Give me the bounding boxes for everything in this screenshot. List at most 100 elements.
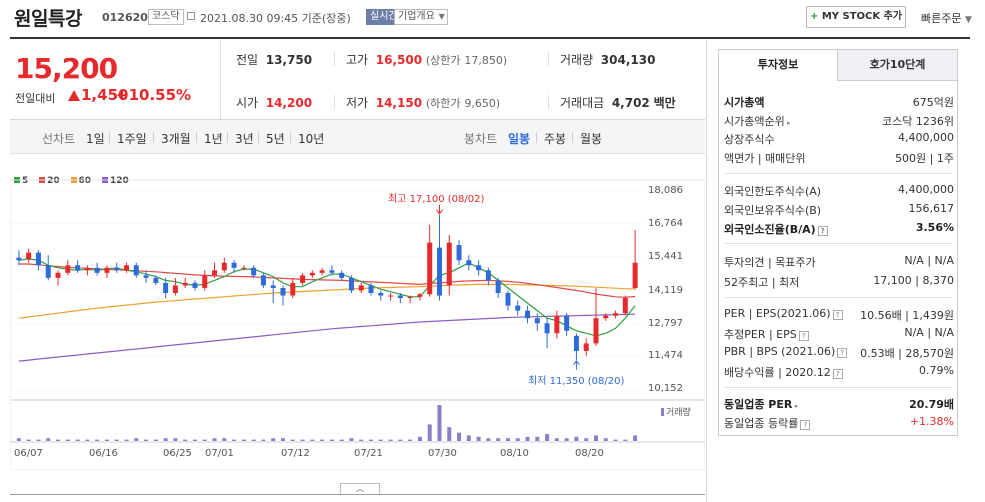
period-1y[interactable]: 1년 (204, 132, 223, 146)
candle-body (84, 267, 90, 271)
divider (548, 95, 549, 109)
candle-body (163, 282, 169, 293)
y-tick: 15,441 (648, 251, 683, 262)
volume-bar (251, 439, 256, 441)
divider (334, 95, 335, 109)
add-mystock-button[interactable]: + MY STOCK 추가 (806, 6, 906, 28)
volume-bar (85, 439, 90, 441)
period-3m[interactable]: 3개월 (161, 132, 191, 146)
stock-code: 012620 (102, 11, 148, 24)
candle-body (172, 285, 178, 293)
change-percent: +10.55% (116, 86, 192, 104)
company-info-dropdown[interactable]: 기업개요 ▼ (394, 9, 448, 25)
volume-bar (378, 439, 383, 441)
line-chart-tab[interactable]: 선차트 (42, 132, 76, 146)
help-icon[interactable]: ? (832, 310, 843, 320)
candle-body (368, 285, 374, 293)
x-tick: 07/21 (354, 448, 383, 459)
trade-amount: 거래대금 4,702 백만 (560, 96, 676, 110)
candle-body (192, 282, 198, 288)
period-3y[interactable]: 3년 (235, 132, 254, 146)
y-tick: 14,119 (648, 285, 683, 296)
collapse-chart-button[interactable]: ︿ (340, 483, 380, 495)
candle-body (476, 265, 482, 271)
divider (334, 52, 335, 66)
help-icon[interactable]: ? (832, 369, 843, 379)
help-icon[interactable]: ? (817, 226, 828, 236)
period-weekly[interactable]: 주봉 (544, 132, 567, 146)
divider (724, 297, 952, 298)
volume-bar (505, 438, 510, 441)
period-1w[interactable]: 1주일 (117, 132, 147, 146)
period-5y[interactable]: 5년 (266, 132, 285, 146)
period-monthly[interactable]: 월봉 (580, 132, 603, 146)
period-10y[interactable]: 10년 (298, 132, 325, 146)
volume-bar (486, 438, 491, 441)
volume-bar (75, 439, 80, 441)
candle-body (446, 242, 452, 286)
info-row-per: PER | EPS(2021.06)? 10.56배 | 1,439원 (724, 307, 954, 322)
volume-bar (437, 405, 442, 441)
volume-bar (408, 439, 413, 441)
divider (724, 387, 952, 388)
y-tick: 18,086 (648, 185, 683, 196)
info-row-par: 액면가 | 매매단위 500원 | 1주 (724, 152, 954, 165)
volume-bar (457, 432, 462, 441)
caret-right-icon: ▸ (784, 119, 791, 127)
candle-body (339, 272, 345, 278)
volume-bar (535, 436, 540, 441)
y-tick: 11,474 (648, 350, 683, 361)
period-1d[interactable]: 1일 (86, 132, 105, 146)
volume-bar (476, 436, 481, 441)
candle-body (309, 272, 315, 276)
candle-body (241, 267, 247, 269)
candle-body (564, 315, 570, 331)
help-icon[interactable]: ? (798, 331, 809, 341)
volume-bar (144, 439, 149, 441)
help-icon[interactable]: ? (800, 420, 811, 430)
candle-body (622, 298, 628, 314)
x-tick: 06/16 (89, 448, 118, 459)
period-daily[interactable]: 일봉 (508, 132, 531, 146)
info-row-market-cap: 시가총액 675억원 (724, 96, 954, 109)
volume-legend: 거래량 (661, 405, 691, 418)
quick-order-label: 빠른주문 (921, 12, 962, 25)
candle-body (544, 323, 550, 334)
arrow-up-icon (68, 90, 80, 101)
quick-order-button[interactable]: 빠른주문 ▼ (921, 10, 972, 26)
candle-body (593, 318, 599, 344)
volume-bar (554, 438, 559, 441)
divider (153, 132, 154, 143)
info-row-cap-rank: 시가총액순위 ▸ 코스닥 1236위 (724, 115, 954, 128)
volume-bar (427, 424, 432, 441)
candle-body (251, 267, 257, 276)
x-tick: 07/30 (428, 448, 457, 459)
volume-bar (163, 438, 168, 441)
volume-bar (349, 438, 354, 441)
candle-body (378, 292, 384, 296)
tab-orderbook[interactable]: 호가10단계 (837, 49, 958, 81)
candle-body (505, 292, 511, 306)
timestamp: 2021.08.30 09:45 기준(장중) (200, 12, 351, 25)
candle-body (573, 335, 579, 351)
invest-info-panel (718, 81, 958, 436)
volume-bar (290, 439, 295, 441)
volume-bar (545, 434, 550, 441)
candle-body (45, 265, 51, 278)
volume: 거래량 304,130 (560, 53, 656, 67)
volume-bar (183, 439, 188, 441)
help-icon[interactable]: ? (837, 348, 848, 358)
volume-bar (525, 436, 530, 441)
candle-body (358, 285, 364, 291)
candle-chart-tab[interactable]: 봉차트 (464, 132, 498, 146)
volume-bar (271, 438, 276, 441)
tab-invest-info[interactable]: 투자정보 (718, 49, 838, 81)
candle-body (75, 265, 81, 271)
candle-body (583, 343, 589, 351)
candle-body (525, 310, 531, 319)
volume-bar (124, 439, 129, 441)
volume-bars (16, 405, 638, 441)
divider (572, 132, 573, 143)
price-chart[interactable] (10, 170, 705, 470)
volume-bar (36, 439, 41, 441)
